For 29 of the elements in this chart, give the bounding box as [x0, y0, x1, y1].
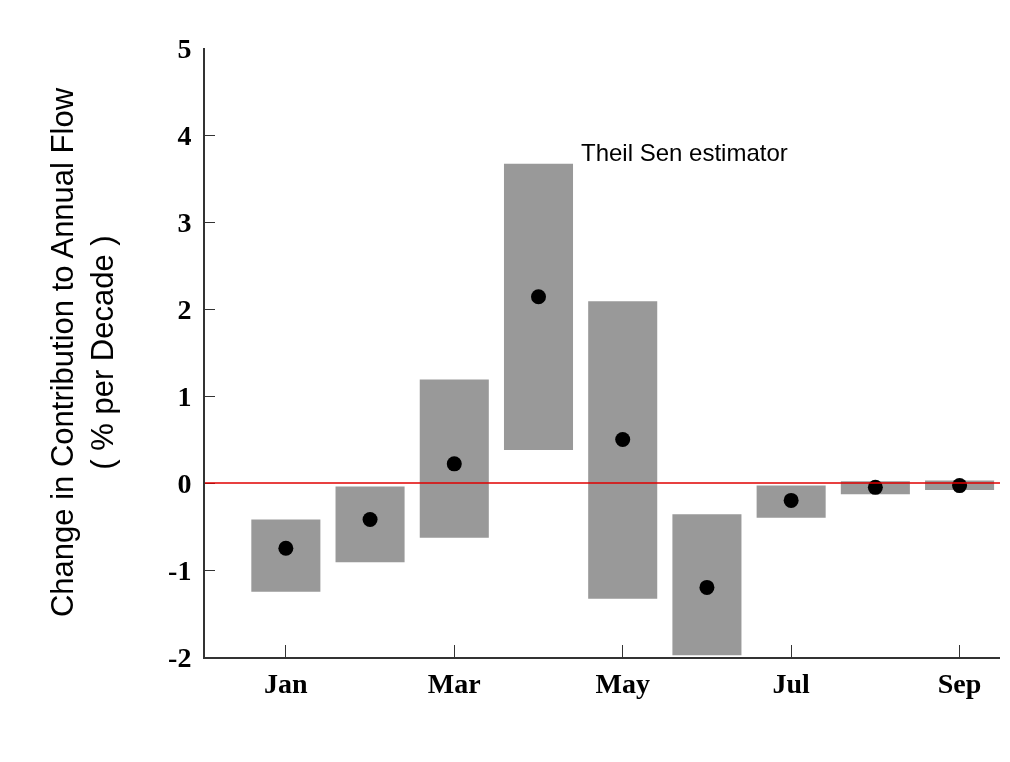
- bar: [419, 379, 489, 538]
- annotation: Theil Sen estimator: [581, 139, 788, 166]
- y-tick-label: 5: [177, 32, 192, 64]
- point: [699, 579, 715, 595]
- bar: [251, 519, 321, 592]
- y-tick-label: 2: [177, 293, 192, 325]
- y-tick-label: 3: [177, 206, 192, 238]
- x-tick-label: Sep: [937, 667, 982, 699]
- x-tick-label: Jul: [772, 667, 811, 699]
- x-tick-label: May: [595, 667, 650, 699]
- point: [531, 289, 546, 305]
- x-tick-label: Jan: [264, 667, 309, 699]
- point: [615, 432, 631, 447]
- bar: [503, 163, 574, 450]
- point: [278, 540, 294, 556]
- point: [362, 512, 378, 528]
- bar: [672, 514, 742, 656]
- y-tick-label: 1: [177, 380, 192, 412]
- y-axis-title: Change in Contribution to Annual Flow ( % per Decade ): [44, 87, 121, 618]
- point: [446, 456, 462, 472]
- y-tick-label: -1: [168, 554, 192, 586]
- y-tick-label: -2: [168, 641, 192, 673]
- bar: [756, 485, 826, 518]
- y-tick-label: 0: [177, 467, 192, 499]
- x-tick-label: Mar: [427, 667, 481, 699]
- bar: [588, 301, 658, 599]
- point: [783, 492, 799, 508]
- y-tick-label: 4: [177, 119, 192, 151]
- bar: [335, 486, 405, 563]
